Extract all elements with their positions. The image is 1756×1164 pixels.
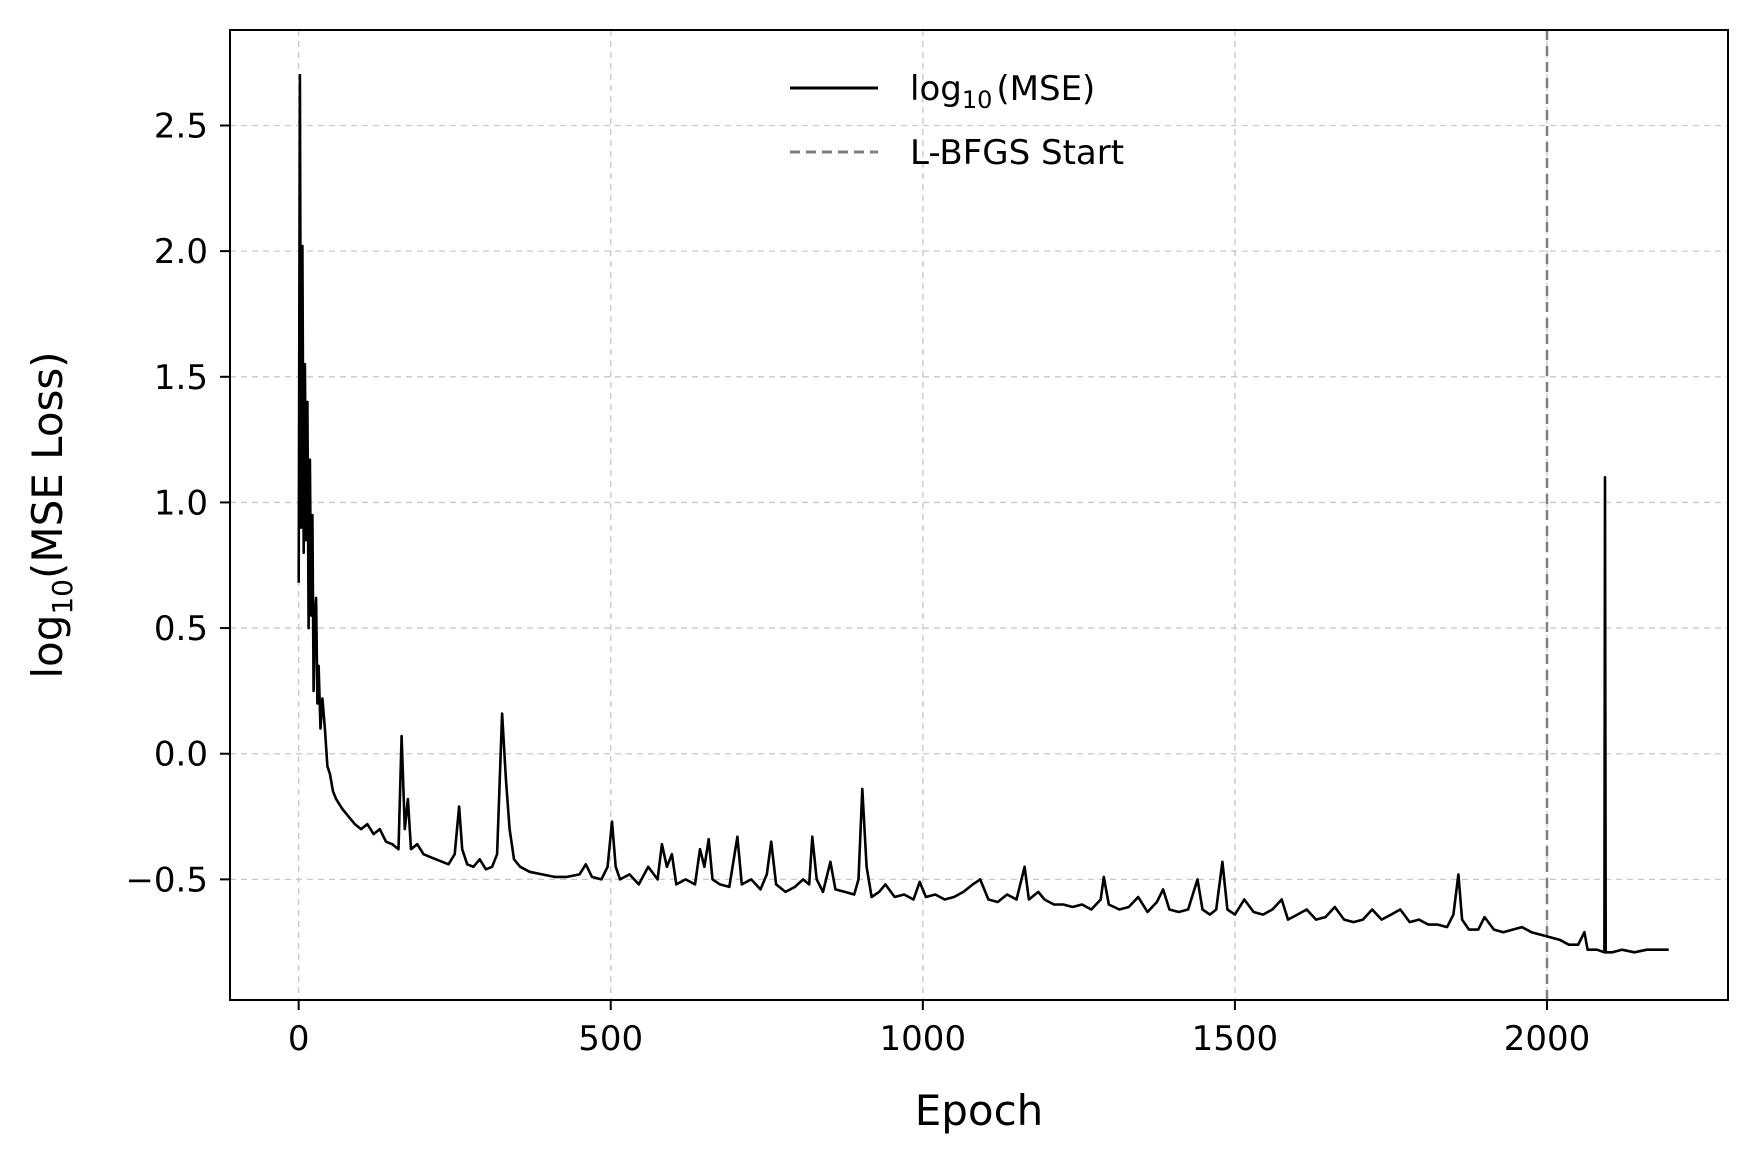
legend: log10 (MSE) L-BFGS Start — [790, 69, 1124, 173]
x-tick-label: 0 — [288, 1019, 310, 1059]
y-tick-label: 0.5 — [154, 609, 208, 649]
y-axis-label: log10(MSE Loss) — [23, 351, 79, 678]
x-tick-label: 1000 — [880, 1019, 967, 1059]
legend-label-mse-suffix: (MSE) — [996, 69, 1095, 109]
x-tick-label: 500 — [578, 1019, 643, 1059]
x-tick-label: 1500 — [1192, 1019, 1279, 1059]
y-axis-ticks: −0.5 0.0 0.5 1.0 1.5 2.0 2.5 — [125, 106, 230, 900]
legend-label-mse-subscript: 10 — [962, 86, 993, 114]
y-tick-label: 1.0 — [154, 483, 208, 523]
y-tick-label: −0.5 — [125, 860, 208, 900]
legend-label-mse-prefix: log — [910, 69, 962, 109]
y-axis-label-prefix: log — [23, 615, 72, 679]
x-axis-ticks: 0 500 1000 1500 2000 — [288, 1000, 1590, 1059]
y-axis-label-subscript: 10 — [46, 579, 79, 615]
y-tick-label: 1.5 — [154, 358, 208, 398]
y-tick-label: 0.0 — [154, 735, 208, 775]
series-group — [297, 73, 1669, 954]
x-axis-label: Epoch — [915, 1086, 1044, 1135]
legend-label-lbfgs: L-BFGS Start — [910, 133, 1124, 173]
legend-label-mse: log10 (MSE) — [910, 69, 1095, 114]
axes-frame — [229, 29, 1729, 1001]
y-tick-label: 2.5 — [154, 106, 208, 146]
y-tick-label: 2.0 — [154, 232, 208, 272]
mse-series-line — [297, 73, 1669, 954]
y-axis-label-suffix: (MSE Loss) — [23, 351, 72, 579]
x-tick-label: 2000 — [1504, 1019, 1591, 1059]
